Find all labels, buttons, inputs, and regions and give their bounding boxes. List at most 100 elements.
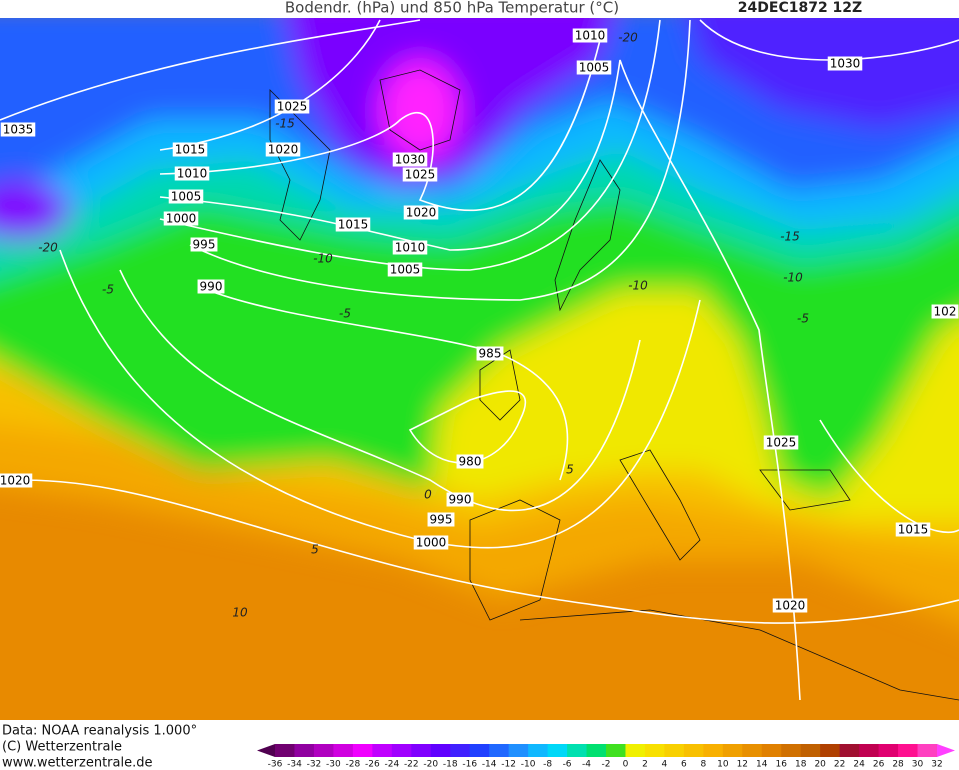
- temperature-label: -10: [313, 252, 333, 266]
- isobar-label-box: [572, 28, 608, 43]
- temperature-label: 0: [424, 488, 432, 502]
- colorbar-tick-label: -30: [326, 760, 341, 770]
- colorbar-box: [508, 744, 529, 757]
- colorbar-box: [898, 744, 919, 757]
- isobar-label: 995: [193, 238, 216, 252]
- isobar-label-box: [827, 56, 863, 71]
- colorbar-box: [820, 744, 841, 757]
- colorbar-box: [547, 744, 568, 757]
- isobar-label: 985: [479, 347, 502, 361]
- isobar-label-box: [163, 211, 199, 226]
- colorbar-tick-label: -14: [482, 760, 497, 770]
- colorbar-tick-label: 6: [681, 760, 687, 770]
- isobar-label-box: [427, 512, 455, 527]
- colorbar-box: [333, 744, 354, 757]
- colorbar-box: [275, 744, 295, 757]
- colorbar-box: [294, 744, 315, 757]
- colorbar-box: [352, 744, 373, 757]
- map-date: 24DEC1872 12Z: [738, 0, 862, 16]
- temperature-label: 5: [311, 543, 319, 557]
- colorbar-tick-label: 10: [717, 760, 729, 770]
- colorbar-tick-label: 16: [776, 760, 788, 770]
- map-title: Bodendr. (hPa) und 850 hPa Temperatur (°…: [285, 0, 619, 17]
- isobar-label-box: [772, 598, 808, 613]
- isobar-label: 1015: [338, 218, 369, 232]
- colorbar-tick-label: -32: [307, 760, 322, 770]
- footer-data: Data: NOAA reanalysis 1.000°: [2, 724, 197, 739]
- colorbar-box: [781, 744, 802, 757]
- isobar-label: 1025: [405, 168, 436, 182]
- isobar-label-box: [576, 60, 612, 75]
- colorbar-box: [430, 744, 451, 757]
- coastlines: [269, 69, 959, 701]
- colorbar-box: [489, 744, 510, 757]
- colorbar-box: [664, 744, 685, 757]
- colorbar-box: [567, 744, 588, 757]
- colorbar-tick-label: -28: [346, 760, 361, 770]
- colorbar-box: [411, 744, 432, 757]
- colorbar-box: [800, 744, 821, 757]
- colorbar-tick-label: -36: [268, 760, 283, 770]
- colorbar-tick-label: -34: [287, 760, 302, 770]
- colorbar-tick-label: 26: [873, 760, 885, 770]
- colorbar-tick-label: -2: [602, 760, 611, 770]
- isobar-label-box: [763, 435, 799, 450]
- isobar-label-box: [197, 279, 225, 294]
- colorbar-tick-label: -10: [521, 760, 536, 770]
- colorbar-tick-label: 8: [700, 760, 706, 770]
- isobar-label: 1020: [406, 206, 437, 220]
- isobar-label-box: [402, 167, 438, 182]
- colorbar-tick-label: 4: [662, 760, 668, 770]
- colorbar-box: [313, 744, 334, 757]
- colorbar-tick-label: -22: [404, 760, 419, 770]
- colorbar-box: [391, 744, 412, 757]
- colorbar-tick-label: -26: [365, 760, 380, 770]
- colorbar-box: [644, 744, 665, 757]
- isobar-label-box: [172, 142, 208, 157]
- colorbar-arrow: [257, 744, 275, 757]
- isobar-label: 1015: [175, 143, 206, 157]
- isobar-label: 1020: [268, 143, 299, 157]
- colorbar: -36 -34 -32 -30 -28 -26 -24 -22 -20 -18 -16 -14 -12-…: [257, 744, 955, 770]
- colorbar-box: [606, 744, 626, 757]
- colorbar-box: [917, 744, 938, 757]
- temperature-label: -5: [797, 312, 809, 326]
- colorbar-box: [722, 744, 743, 757]
- colorbar-tick-label: 24: [853, 760, 865, 770]
- isobar-label-box: [387, 262, 423, 277]
- colorbar-tick-label: 18: [795, 760, 807, 770]
- colorbar-arrow: [937, 744, 955, 757]
- isobar-label-box: [456, 454, 484, 469]
- temperature-label: -20: [618, 31, 638, 45]
- isobar-label-box: [335, 217, 371, 232]
- colorbar-box: [683, 744, 704, 757]
- isobar-label: 995: [430, 513, 453, 527]
- temperature-label: -5: [102, 283, 114, 297]
- colorbar-tick-label: 30: [912, 760, 924, 770]
- temperature-label: -20: [38, 241, 58, 255]
- temperature-field: [0, 18, 959, 624]
- colorbar-tick-label: -18: [443, 760, 458, 770]
- isobar-label-box: [174, 166, 210, 181]
- temperature-label: -15: [275, 117, 295, 131]
- isobar-label: 1035: [3, 123, 34, 137]
- temperature-label: -5: [339, 307, 351, 321]
- temperature-label: -10: [783, 271, 803, 285]
- isobar-label-box: [403, 205, 439, 220]
- colorbar-tick-label: -4: [582, 760, 591, 770]
- isobar-label: 1030: [395, 153, 426, 167]
- isobar-label-box: [0, 122, 36, 137]
- isobar-label-box: [446, 492, 474, 507]
- isobar-label: 1005: [390, 263, 421, 277]
- temperature-label: 10: [232, 606, 248, 620]
- colorbar-box: [703, 744, 724, 757]
- isobar-label-box: [392, 240, 428, 255]
- isobar-label-box: [265, 142, 301, 157]
- isobar-label: 1010: [575, 29, 606, 43]
- colorbar-box: [586, 744, 607, 757]
- isobar-label: 1005: [171, 190, 202, 204]
